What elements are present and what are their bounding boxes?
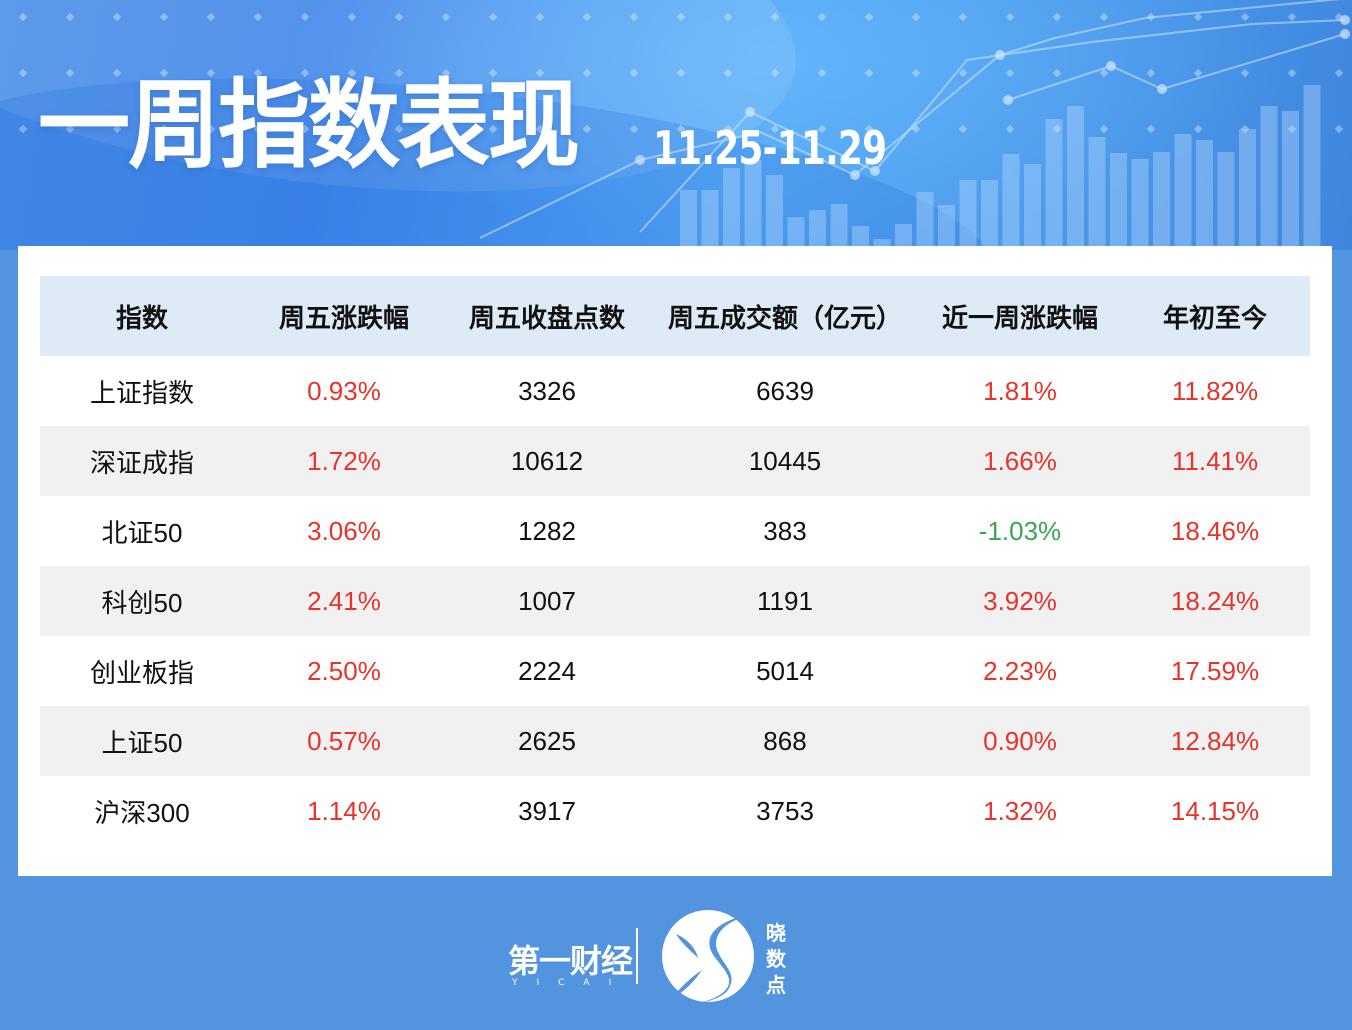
ytd-value: 18.46% (1170, 515, 1260, 546)
fri-close-value: 1007 (518, 585, 576, 616)
fri-close-value: 1282 (518, 515, 576, 546)
week-change-value: 3.92% (983, 585, 1057, 616)
table-row: 深证成指 1.72% 10612 10445 1.66% 11.41% (40, 426, 1310, 496)
index-name: 北证50 (101, 517, 183, 548)
xiaoshudian-logo-icon (662, 910, 758, 1004)
fri-turnover-value: 6639 (756, 375, 814, 406)
fri-turnover-value: 1191 (757, 585, 813, 616)
fri-change-value: 0.93% (307, 375, 381, 406)
column-header-ytd: 年初至今 (1162, 303, 1267, 334)
index-name: 深证成指 (89, 447, 194, 478)
xiaoshudian-logo-text: 晓数点 (766, 921, 786, 997)
footer: 第一财经 YICAI 晓数点 (0, 876, 1352, 1030)
fri-turnover-value: 3753 (756, 795, 814, 826)
fri-change-value: 3.06% (307, 515, 381, 546)
week-change-value: 2.23% (983, 655, 1057, 686)
column-header-fri-change: 周五涨跌幅 (278, 303, 409, 334)
table-row: 创业板指 2.50% 2224 5014 2.23% 17.59% (40, 636, 1310, 706)
fri-turnover-value: 10445 (748, 445, 822, 476)
ytd-value: 18.24% (1170, 585, 1260, 616)
fri-close-value: 3917 (518, 795, 576, 826)
week-change-value: 0.90% (983, 725, 1057, 756)
column-header-week-change: 近一周涨跌幅 (941, 303, 1098, 334)
index-name: 上证50 (101, 727, 183, 758)
ytd-value: 14.15% (1170, 795, 1260, 826)
column-header-fri-turnover: 周五成交额（亿元） (667, 303, 902, 334)
ytd-value: 11.41% (1171, 445, 1259, 476)
table-row: 科创50 2.41% 1007 1191 3.92% 18.24% (40, 566, 1310, 636)
fri-close-value: 2224 (518, 655, 576, 686)
column-header-index: 指数 (115, 303, 168, 334)
page-title: 一周指数表现 (38, 69, 580, 182)
index-performance-table: 指数 周五涨跌幅 周五收盘点数 周五成交额（亿元） 近一周涨跌幅 年初至今 上证… (40, 276, 1310, 846)
index-name: 创业板指 (89, 657, 194, 688)
table-row: 上证50 0.57% 2625 868 0.90% 12.84% (40, 706, 1310, 776)
index-name: 科创50 (101, 587, 183, 618)
fri-turnover-value: 383 (763, 515, 807, 546)
index-table-card: 指数 周五涨跌幅 周五收盘点数 周五成交额（亿元） 近一周涨跌幅 年初至今 上证… (18, 246, 1332, 876)
fri-close-value: 2625 (518, 725, 576, 756)
decorative-chart-icon (479, 0, 1350, 250)
week-change-value: 1.66% (983, 445, 1057, 476)
fri-turnover-value: 868 (763, 725, 807, 756)
date-range: 11.25-11.29 (653, 121, 887, 175)
index-name: 上证指数 (89, 377, 194, 408)
yicai-logo-subtitle: YICAI (512, 978, 631, 988)
fri-change-value: 0.57% (307, 725, 381, 756)
column-header-fri-close: 周五收盘点数 (468, 303, 625, 334)
table-row: 北证50 3.06% 1282 383 -1.03% 18.46% (40, 496, 1310, 566)
week-change-value: 1.32% (983, 795, 1057, 826)
fri-change-value: 1.14% (307, 795, 381, 826)
fri-change-value: 2.50% (307, 655, 381, 686)
logo-divider (636, 928, 638, 984)
ytd-value: 11.82% (1171, 375, 1259, 406)
header-banner: 一周指数表现 11.25-11.29 (0, 0, 1352, 250)
ytd-value: 17.59% (1170, 655, 1260, 686)
table-row: 沪深300 1.14% 3917 3753 1.32% 14.15% (40, 776, 1310, 846)
fri-change-value: 1.72% (307, 445, 381, 476)
week-change-value: -1.03% (978, 515, 1062, 546)
ytd-value: 12.84% (1170, 725, 1260, 756)
table-row: 上证指数 0.93% 3326 6639 1.81% 11.82% (40, 356, 1310, 426)
fri-change-value: 2.41% (307, 585, 381, 616)
fri-turnover-value: 5014 (756, 655, 814, 686)
fri-close-value: 10612 (510, 445, 584, 476)
week-change-value: 1.81% (983, 375, 1057, 406)
table-header-row: 指数 周五涨跌幅 周五收盘点数 周五成交额（亿元） 近一周涨跌幅 年初至今 (40, 276, 1310, 356)
index-name: 沪深300 (94, 797, 190, 828)
fri-close-value: 3326 (518, 375, 576, 406)
yicai-logo: 第一财经 (508, 942, 633, 980)
